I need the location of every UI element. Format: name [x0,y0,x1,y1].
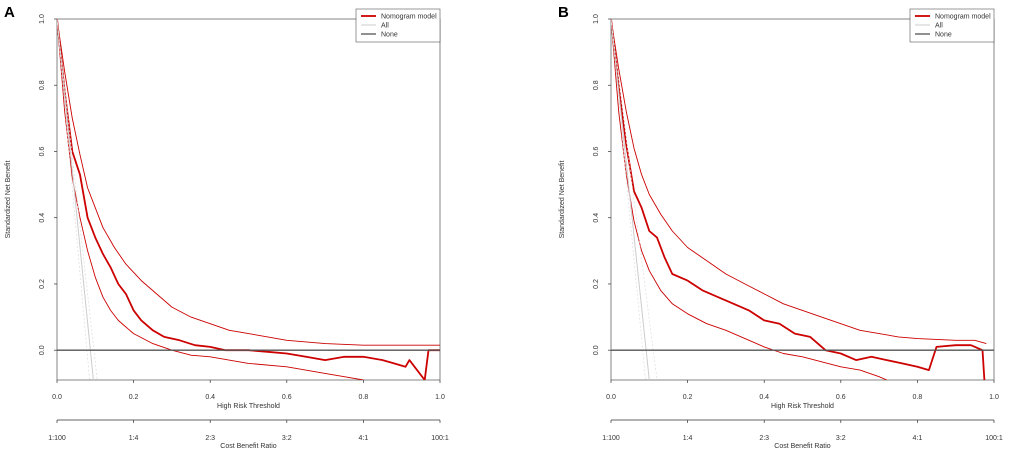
cost-benefit-tick-label: 4:1 [913,435,923,442]
legend-entry: Nomogram model [935,14,991,21]
series-line-all [57,19,94,380]
cost-benefit-tick-label: 3:2 [282,435,292,442]
series-line-nomogram-model-lower-ci [611,19,887,380]
legend-entry: All [381,23,389,30]
y-axis-title: Standardized Net Benefit [559,161,566,239]
cost-benefit-axis-title: Cost Benefit Ratio [220,443,277,450]
panel-label: B [558,4,569,21]
cost-benefit-tick-label: 3:2 [836,435,846,442]
cost-benefit-tick-label: 1:100 [48,435,66,442]
cost-benefit-tick-label: 4:1 [359,435,369,442]
x-axis-title: High Risk Threshold [217,403,280,410]
y-tick-label: 0.4 [593,213,600,223]
legend-entry: All [935,23,943,30]
series-line-all-upper-ci [57,19,98,380]
series-line-nomogram-model [611,19,986,380]
legend-entry: None [935,32,952,39]
y-tick-label: 0.0 [593,345,600,355]
y-tick-label: 0.2 [593,279,600,289]
x-tick-label: 0.6 [836,394,846,401]
cost-benefit-tick-label: 100:1 [985,435,1003,442]
cost-benefit-tick-label: 100:1 [431,435,449,442]
y-tick-label: 0.8 [593,80,600,90]
series-line-all [611,19,650,380]
series-line-nomogram-model-upper-ci [611,19,987,345]
series-line-all-lower-ci [57,19,90,380]
series-line-nomogram-model-lower-ci [57,19,364,380]
legend-entry: Nomogram model [381,14,437,21]
cost-benefit-tick-label: 1:100 [602,435,620,442]
x-tick-label: 0.0 [606,394,616,401]
cost-benefit-axis-title: Cost Benefit Ratio [774,443,831,450]
series-line-all-upper-ci [611,19,658,380]
x-tick-label: 1.0 [435,394,445,401]
x-tick-label: 0.8 [913,394,923,401]
series-line-nomogram-model-upper-ci [57,19,440,346]
x-tick-label: 0.6 [282,394,292,401]
y-tick-label: 0.8 [39,80,46,90]
series-line-nomogram-model [57,19,440,380]
x-tick-label: 0.0 [52,394,62,401]
x-tick-label: 1.0 [989,394,999,401]
legend-entry: None [381,32,398,39]
plot-frame [610,18,995,381]
cost-benefit-tick-label: 1:4 [129,435,139,442]
panel-a: A 0.0 0.2 0.4 0.6 0.8 1.0 Standardized Net Bene… [4,4,449,450]
x-tick-label: 0.4 [759,394,769,401]
series-line-all-lower-ci [611,19,646,380]
series-group [57,19,440,380]
y-tick-label: 0.0 [39,345,46,355]
x-tick-label: 0.2 [683,394,693,401]
panel-label: A [4,4,15,21]
y-tick-label: 0.4 [39,213,46,223]
y-tick-label: 1.0 [593,14,600,24]
y-tick-label: 1.0 [39,14,46,24]
x-tick-label: 0.4 [205,394,215,401]
series-group [611,19,994,380]
panel-b: B 0.0 0.2 0.4 0.6 0.8 1.0 Standardized Net Bene… [558,4,1003,450]
y-tick-label: 0.6 [593,147,600,157]
y-tick-label: 0.6 [39,147,46,157]
y-axis-title: Standardized Net Benefit [5,161,12,239]
x-tick-label: 0.8 [359,394,369,401]
cost-benefit-tick-label: 1:4 [683,435,693,442]
plot-frame [56,18,441,381]
cost-benefit-tick-label: 2:3 [205,435,215,442]
y-tick-label: 0.2 [39,279,46,289]
cost-benefit-tick-label: 2:3 [759,435,769,442]
x-axis-title: High Risk Threshold [771,403,834,410]
x-tick-label: 0.2 [129,394,139,401]
